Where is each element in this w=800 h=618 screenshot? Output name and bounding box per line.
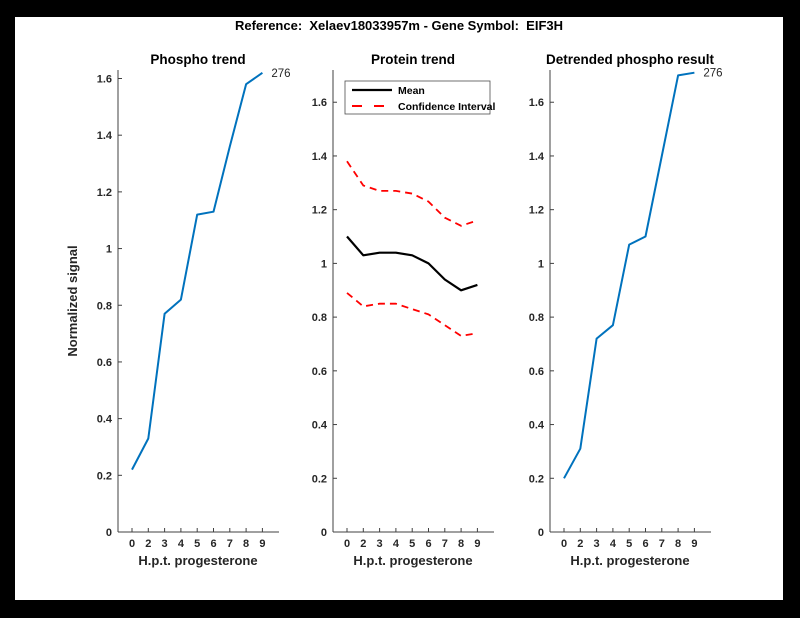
x-tick-label: 7	[227, 538, 233, 550]
y-axis-label: Normalized signal	[65, 245, 80, 356]
y-tick-label: 1.4	[312, 151, 328, 163]
x-tick-label: 8	[675, 538, 681, 550]
x-tick-label: 6	[210, 538, 216, 550]
x-tick-label: 5	[409, 538, 415, 550]
legend-label: Mean	[398, 85, 425, 97]
y-tick-label: 0.2	[312, 473, 327, 485]
detrended-phospho-line	[563, 71, 695, 479]
subplot-title: Protein trend	[371, 52, 455, 67]
x-tick-label: 0	[561, 538, 567, 550]
subplot-title: Detrended phospho result	[546, 52, 715, 67]
x-tick-label: 0	[129, 538, 135, 550]
y-tick-label: 0.8	[97, 300, 112, 312]
endpoint-label: 276	[703, 68, 722, 80]
y-tick-label: 0	[321, 527, 327, 539]
y-tick-label: 0.8	[529, 312, 544, 324]
y-tick-label: 0	[106, 527, 112, 539]
x-tick-label: 4	[393, 538, 400, 550]
y-tick-label: 1.2	[97, 187, 112, 199]
y-tick-label: 0.6	[97, 357, 112, 369]
x-tick-label: 7	[659, 538, 665, 550]
x-tick-label: 9	[259, 538, 265, 550]
phospho-trend-line	[131, 71, 263, 471]
y-tick-label: 0.4	[529, 420, 545, 432]
legend-box	[344, 80, 491, 115]
x-tick-label: 4	[178, 538, 185, 550]
endpoint-label: 276	[271, 68, 290, 80]
x-axis-label: H.p.t. progesterone	[570, 553, 689, 568]
x-tick-label: 3	[594, 538, 600, 550]
x-tick-label: 2	[577, 538, 583, 550]
x-tick-label: 8	[243, 538, 249, 550]
y-tick-label: 0.4	[312, 420, 328, 432]
y-tick-label: 0	[538, 527, 544, 539]
y-tick-label: 0.2	[97, 470, 112, 482]
y-tick-label: 1	[321, 258, 327, 270]
y-tick-label: 1.4	[97, 130, 113, 142]
x-tick-label: 5	[194, 538, 200, 550]
y-tick-label: 0.6	[312, 366, 327, 378]
y-tick-label: 1.4	[529, 151, 545, 163]
x-tick-label: 5	[626, 538, 632, 550]
figure-canvas: Reference: Xelaev18033957m - Gene Symbol…	[15, 17, 783, 600]
subplot-title: Phospho trend	[150, 52, 245, 67]
plots-svg: 00.20.40.60.811.21.41.60 2 3 4 5 6 7 8 9Phospho …	[65, 52, 723, 568]
y-tick-label: 1.2	[312, 205, 327, 217]
x-tick-label: 6	[425, 538, 431, 550]
y-tick-label: 1.6	[529, 97, 544, 109]
x-tick-label: 4	[610, 538, 617, 550]
y-tick-label: 0.4	[97, 414, 113, 426]
y-tick-label: 0.8	[312, 312, 327, 324]
ci-upper-line	[346, 160, 478, 227]
x-tick-label: 2	[145, 538, 151, 550]
y-tick-label: 0.2	[529, 473, 544, 485]
ci-lower-line	[346, 292, 478, 337]
legend-label: Confidence Interval	[398, 101, 496, 113]
y-tick-label: 1.6	[97, 74, 112, 86]
protein-mean-line	[346, 235, 478, 292]
x-axis-label: H.p.t. progesterone	[138, 553, 257, 568]
x-tick-label: 0	[344, 538, 350, 550]
y-tick-label: 1.6	[312, 97, 327, 109]
x-axis-label: H.p.t. progesterone	[353, 553, 472, 568]
x-tick-label: 9	[691, 538, 697, 550]
figure-title: Reference: Xelaev18033957m - Gene Symbol…	[234, 18, 564, 33]
x-tick-label: 3	[377, 538, 383, 550]
y-tick-label: 1	[538, 258, 544, 270]
x-tick-label: 3	[162, 538, 168, 550]
y-tick-label: 1	[106, 244, 112, 256]
y-tick-label: 1.2	[529, 205, 544, 217]
x-tick-label: 6	[642, 538, 648, 550]
y-tick-label: 0.6	[529, 366, 544, 378]
x-tick-label: 9	[474, 538, 480, 550]
x-tick-label: 7	[442, 538, 448, 550]
x-tick-label: 2	[360, 538, 366, 550]
x-tick-label: 8	[458, 538, 464, 550]
